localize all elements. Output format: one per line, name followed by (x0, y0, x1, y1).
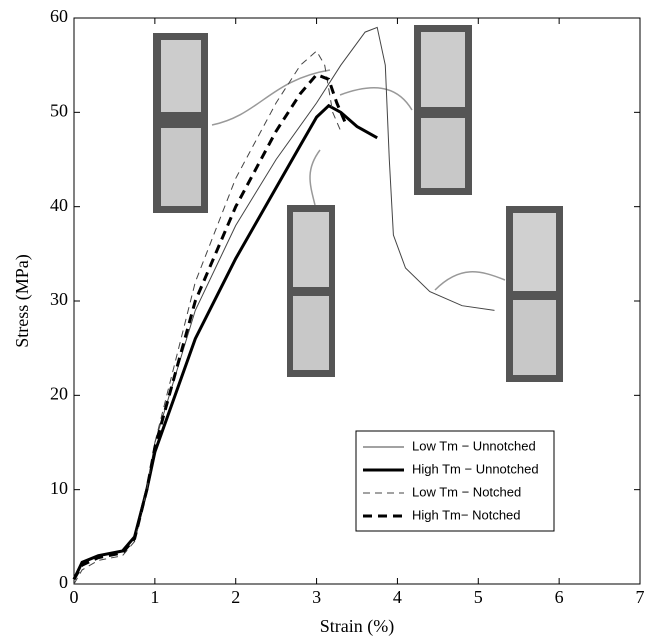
photo (513, 300, 556, 375)
y-tick-label: 0 (59, 572, 68, 592)
y-axis-label: Stress (MPa) (12, 254, 33, 348)
connector (309, 149, 321, 206)
x-tick-label: 5 (474, 587, 483, 607)
photo (161, 40, 201, 112)
legend (355, 430, 555, 532)
x-tick-label: 1 (150, 587, 159, 607)
x-tick-label: 3 (312, 587, 321, 607)
x-tick-label: 6 (555, 587, 564, 607)
connector (339, 87, 413, 111)
x-axis-label: Strain (%) (320, 616, 394, 637)
legend-label: Low Tm − Notched (412, 484, 521, 499)
series-line (72, 103, 378, 580)
y-tick-label: 40 (50, 195, 68, 215)
y-tick-label: 60 (50, 6, 68, 26)
x-tick-label: 2 (231, 587, 240, 607)
series-line (72, 72, 347, 581)
y-tick-label: 50 (50, 100, 68, 120)
legend-label: Low Tm − Unnotched (412, 438, 536, 453)
x-tick-label: 4 (393, 587, 402, 607)
x-tick-label: 7 (636, 587, 645, 607)
connector (211, 69, 331, 126)
legend-label: High Tm− Notched (412, 507, 521, 522)
photo (161, 128, 201, 206)
photo (293, 296, 329, 370)
connector (434, 271, 506, 291)
legend-label: High Tm − Unnotched (412, 461, 539, 476)
specimen-photos (153, 25, 563, 382)
photo (421, 32, 465, 107)
photo (513, 213, 556, 291)
photo (421, 118, 465, 188)
photo (293, 212, 329, 287)
y-tick-label: 20 (50, 383, 68, 403)
y-tick-label: 10 (50, 478, 68, 498)
y-tick-label: 30 (50, 289, 68, 309)
x-tick-label: 0 (70, 587, 79, 607)
